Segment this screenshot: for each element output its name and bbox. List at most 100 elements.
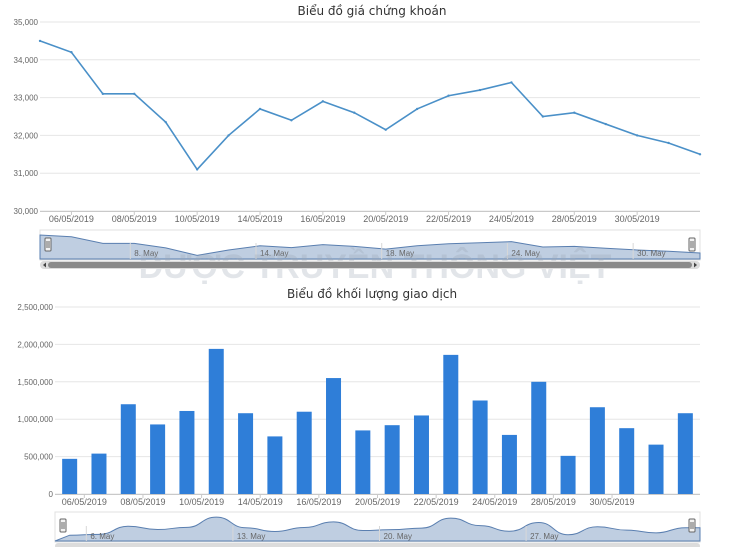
volume-bar: [501, 434, 517, 494]
price-point: [698, 153, 702, 156]
price-y-tick-label: 31,000: [14, 169, 39, 178]
price-point: [258, 107, 262, 111]
price-x-tick-label: 22/05/2019: [426, 214, 471, 224]
price-point: [447, 94, 450, 97]
volume-bar: [238, 413, 254, 494]
price-x-tick-label: 16/05/2019: [300, 214, 345, 224]
price-point: [573, 111, 576, 114]
price-navigator-area: [39, 234, 701, 260]
price-x-tick-label: 28/05/2019: [552, 214, 597, 224]
price-x-tick-label: 10/05/2019: [175, 214, 220, 224]
price-point: [164, 120, 167, 124]
volume-y-tick-label: 1,000,000: [17, 415, 53, 424]
price-y-tick-label: 30,000: [14, 207, 39, 216]
price-line: [39, 40, 701, 171]
scroll-right-arrow-icon[interactable]: [694, 262, 697, 268]
volume-chart-title: Biểu đồ khối lượng giao dịch: [287, 287, 457, 301]
volume-navigator-label: 6. May: [90, 532, 114, 541]
volume-bar: [443, 354, 459, 494]
price-point: [133, 92, 136, 96]
volume-bar: [384, 425, 400, 494]
price-point: [667, 141, 670, 145]
price-navigator-label: 18. May: [386, 249, 414, 258]
price-point: [70, 51, 73, 54]
volume-bar: [589, 407, 605, 494]
volume-navigator-label: 20. May: [384, 532, 412, 541]
price-chart-title: Biểu đồ giá chứng khoán: [298, 4, 447, 18]
volume-x-tick-label: 20/05/2019: [355, 497, 400, 507]
volume-x-tick-label: 10/05/2019: [179, 497, 224, 507]
volume-bar: [120, 404, 136, 494]
price-point: [227, 134, 230, 137]
price-y-tick-label: 33,000: [14, 94, 39, 103]
navigator-right-handle[interactable]: [688, 237, 696, 252]
volume-bar: [326, 378, 342, 494]
price-navigator-label: 24. May: [511, 249, 539, 258]
price-scrollbar-thumb[interactable]: [48, 262, 692, 268]
volume-x-tick-label: 30/05/2019: [590, 497, 635, 507]
volume-navigator-label: 27. May: [530, 532, 558, 541]
scroll-left-arrow-icon[interactable]: [43, 262, 46, 268]
volume-series: [62, 348, 693, 494]
price-navigator-label: 30. May: [637, 249, 665, 258]
price-y-tick-label: 32,000: [14, 131, 39, 140]
price-point: [510, 81, 513, 84]
price-x-tick-label: 06/05/2019: [49, 214, 94, 224]
price-point: [604, 122, 607, 126]
price-series: [38, 39, 702, 171]
price-point: [321, 100, 325, 103]
volume-bar: [150, 424, 166, 494]
volume-y-tick-label: 500,000: [24, 453, 53, 462]
volume-y-tick-label: 1,500,000: [17, 378, 53, 387]
volume-bar: [355, 430, 371, 494]
volume-bar: [648, 444, 664, 494]
volume-bar: [560, 455, 576, 494]
volume-y-tick-label: 2,000,000: [17, 340, 53, 349]
volume-x-tick-label: 28/05/2019: [531, 497, 576, 507]
price-x-tick-label: 14/05/2019: [237, 214, 282, 224]
volume-bar: [179, 410, 195, 494]
volume-navigator-series: [54, 516, 701, 542]
volume-scrollbar-track[interactable]: [55, 543, 700, 547]
volume-x-tick-label: 24/05/2019: [472, 497, 517, 507]
price-y-axis: 30,000 31,000 32,000 33,000 34,000 35,000: [14, 18, 39, 216]
price-y-tick-label: 35,000: [14, 18, 39, 27]
price-point: [353, 111, 356, 114]
price-point: [541, 115, 545, 118]
navigator-left-handle[interactable]: [44, 237, 52, 252]
volume-bar: [62, 458, 78, 494]
price-y-tick-label: 34,000: [14, 56, 39, 65]
price-x-tick-label: 30/05/2019: [615, 214, 660, 224]
volume-navigator[interactable]: 6. May 13. May 20. May 27. May: [54, 511, 701, 547]
price-navigator-label: 8. May: [134, 249, 158, 258]
navigator-left-handle[interactable]: [59, 518, 67, 533]
price-x-tick-label: 20/05/2019: [363, 214, 408, 224]
price-chart: Biểu đồ giá chứng khoán 30,000 31,000 32,0…: [14, 4, 702, 224]
volume-bar: [531, 381, 547, 494]
price-grid: [40, 21, 700, 212]
volume-bar: [296, 411, 312, 494]
volume-x-axis: 06/05/2019 08/05/2019 10/05/2019 14/05/2019…: [55, 494, 700, 507]
price-x-axis: 06/05/2019 08/05/2019 10/05/2019 14/05/2019…: [40, 211, 700, 224]
volume-bar: [677, 413, 693, 494]
volume-navigator-labels: 6. May 13. May 20. May 27. May: [85, 526, 559, 541]
price-x-tick-label: 24/05/2019: [489, 214, 534, 224]
price-point: [384, 128, 387, 131]
price-point: [290, 119, 293, 122]
navigator-right-handle[interactable]: [688, 518, 696, 533]
volume-x-tick-label: 06/05/2019: [62, 497, 107, 507]
volume-bar: [91, 453, 107, 494]
price-point: [195, 168, 199, 171]
price-x-tick-label: 08/05/2019: [112, 214, 157, 224]
volume-bar: [472, 400, 488, 494]
price-navigator-series: [39, 234, 701, 260]
price-point: [415, 107, 419, 111]
volume-y-tick-label: 0: [49, 490, 54, 499]
volume-x-tick-label: 16/05/2019: [296, 497, 341, 507]
price-navigator-labels: 8. May 14. May 18. May 24. May 30. May: [129, 243, 666, 259]
volume-y-tick-label: 2,500,000: [17, 303, 53, 312]
price-point: [101, 92, 105, 96]
volume-y-axis: 0 500,000 1,000,000 1,500,000 2,000,000 2,500…: [17, 303, 53, 499]
price-point: [478, 88, 482, 92]
